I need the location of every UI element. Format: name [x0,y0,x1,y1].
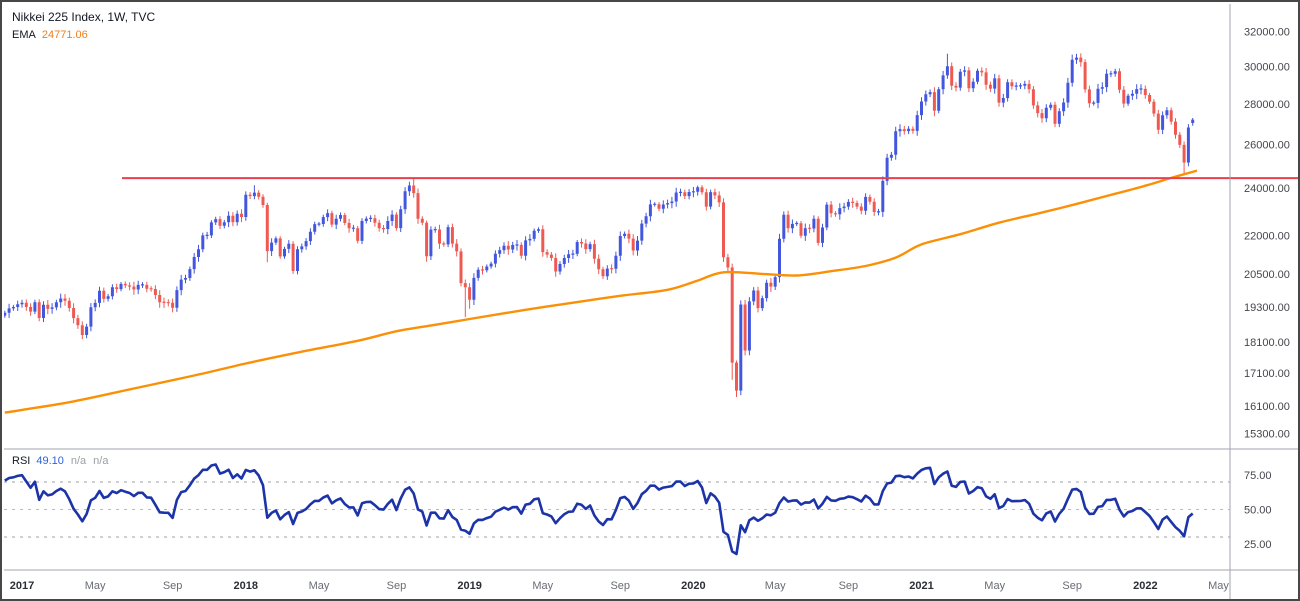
time-axis-year-label: 2021 [909,580,933,592]
rsi-na-1: n/a [70,455,87,467]
rsi-axis-label: 50.00 [1244,505,1272,517]
time-axis-month-label: May [984,580,1005,592]
main-pane[interactable] [4,53,1198,414]
ema-label: EMA [12,29,36,41]
time-axis-month-label: Sep [163,580,183,592]
price-axis-label: 18100.00 [1244,337,1290,349]
ema-line[interactable] [4,169,1198,414]
time-axis[interactable]: 2017 May Sep 2018 May Sep 2019 May Sep 2020 May Sep… [10,580,1230,592]
price-axis-label: 17100.00 [1244,368,1290,380]
candlestick-series [4,53,1195,398]
time-axis-month-label: May [1208,580,1229,592]
time-axis-year-label: 2017 [10,580,34,592]
rsi-na-2: n/a [93,455,109,467]
price-axis-label: 15300.00 [1244,429,1290,441]
price-axis-label: 19300.00 [1244,302,1290,314]
rsi-pane-legend[interactable]: RSI 49.10 n/a n/a [12,455,108,467]
rsi-label: RSI [12,455,31,467]
time-axis-month-label: May [765,580,786,592]
time-axis-year-label: 2019 [457,580,481,592]
time-axis-year-label: 2022 [1133,580,1157,592]
time-axis-month-label: May [85,580,106,592]
price-axis-label: 20500.00 [1244,269,1290,281]
time-axis-month-label: Sep [839,580,859,592]
time-axis-month-label: Sep [610,580,630,592]
time-axis-month-label: May [532,580,553,592]
rsi-line [4,463,1194,556]
time-axis-month-label: Sep [387,580,407,592]
time-axis-month-label: May [309,580,330,592]
price-axis-label: 24000.00 [1244,183,1290,195]
ema-value: 24771.06 [41,29,88,41]
price-axis-label: 22000.00 [1244,231,1290,243]
time-axis-year-label: 2020 [681,580,705,592]
price-axis-label: 16100.00 [1244,401,1290,413]
symbol-title[interactable]: Nikkei 225 Index, 1W, TVC [12,10,156,24]
price-axis[interactable]: 32000.00 30000.00 28000.00 26000.00 24000.00… [1244,26,1290,440]
price-axis-label: 28000.00 [1244,99,1290,111]
price-axis-label: 32000.00 [1244,26,1290,38]
time-axis-month-label: Sep [1062,580,1082,592]
price-axis-label: 30000.00 [1244,62,1290,74]
main-pane-legend: Nikkei 225 Index, 1W, TVC EMA 24771.06 [12,8,155,44]
price-axis-label: 26000.00 [1244,140,1290,152]
ema-legend[interactable]: EMA 24771.06 [12,26,155,44]
rsi-axis-label: 25.00 [1244,539,1272,551]
time-axis-year-label: 2018 [234,580,258,592]
rsi-axis-label: 75.00 [1244,470,1272,482]
rsi-pane[interactable]: 75.00 50.00 25.00 [4,463,1272,556]
rsi-value: 49.10 [36,455,64,467]
